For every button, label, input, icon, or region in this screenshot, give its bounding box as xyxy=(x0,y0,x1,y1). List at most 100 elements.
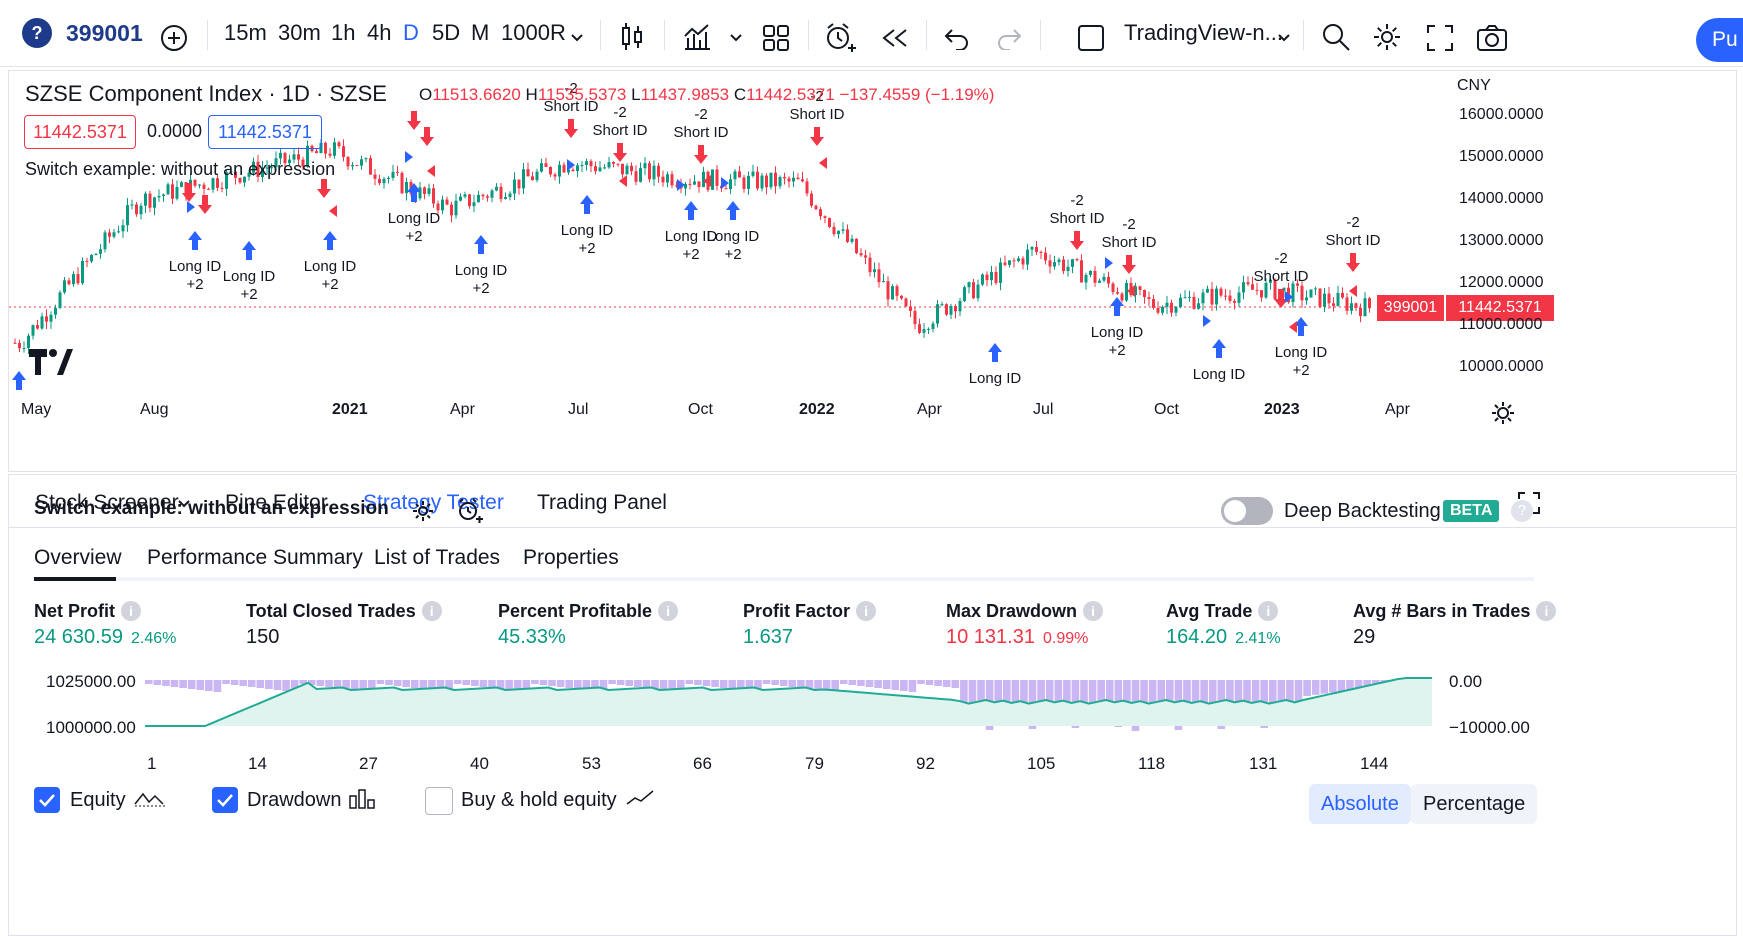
candle xyxy=(1111,281,1115,295)
chevron-down-icon[interactable] xyxy=(569,30,585,46)
interval-4h[interactable]: 4h xyxy=(367,20,392,45)
help-icon[interactable]: ? xyxy=(1511,500,1533,522)
metric-value: 1.637 xyxy=(743,626,794,648)
tab-stock-screener[interactable]: Stock Screener xyxy=(35,491,179,514)
interval-1000r[interactable]: 1000R xyxy=(501,20,566,45)
candle xyxy=(994,266,998,286)
drawdown-bar xyxy=(393,680,402,686)
equity-checkbox[interactable] xyxy=(34,787,60,813)
candle xyxy=(130,199,134,210)
subtab-properties[interactable]: Properties xyxy=(523,546,619,569)
info-icon[interactable]: i xyxy=(121,601,141,621)
strategy-settings-gear-icon[interactable] xyxy=(412,500,434,522)
subtab-overview[interactable]: Overview xyxy=(34,546,122,569)
buy-hold-checkbox[interactable] xyxy=(425,787,453,815)
alert-clock-icon[interactable] xyxy=(824,22,856,54)
drawdown-bar xyxy=(1234,680,1243,711)
subtab-performance-summary[interactable]: Performance Summary xyxy=(147,546,363,569)
search-icon[interactable] xyxy=(1321,22,1351,52)
info-icon[interactable]: i xyxy=(658,601,679,621)
candle xyxy=(1008,260,1011,268)
layouts-grid-icon[interactable] xyxy=(762,24,790,52)
symbol-search[interactable]: ? 399001 xyxy=(22,18,143,48)
candle xyxy=(216,174,219,192)
add-alert-icon[interactable] xyxy=(457,498,483,524)
info-icon[interactable]: i xyxy=(856,601,877,621)
drawdown-bar xyxy=(694,680,702,685)
undo-icon[interactable] xyxy=(944,26,970,50)
candle xyxy=(1147,291,1151,306)
indicators-icon[interactable] xyxy=(682,22,712,52)
long-entry-signal xyxy=(684,201,698,220)
candle xyxy=(1183,290,1187,299)
candle xyxy=(27,333,30,354)
candle xyxy=(616,163,620,167)
candle xyxy=(234,170,237,185)
tab-pine-editor[interactable]: Pine Editor xyxy=(225,491,328,514)
price-chart-pane[interactable]: Long ID +2 Long ID +2 Long ID +2 Long ID +2 Long… xyxy=(8,70,1737,472)
candle xyxy=(306,140,309,168)
candle xyxy=(1030,246,1034,257)
tab-trading-panel[interactable]: Trading Panel xyxy=(537,491,667,514)
compare-plus-icon[interactable] xyxy=(160,24,188,52)
layout-square-icon[interactable] xyxy=(1077,24,1105,52)
chart-settings-icon[interactable] xyxy=(1491,401,1515,425)
candle xyxy=(1179,293,1182,309)
currency-selector[interactable]: CNY xyxy=(1457,77,1491,94)
candle xyxy=(1314,286,1317,296)
drawdown-checkbox[interactable] xyxy=(212,787,238,813)
info-icon[interactable]: i xyxy=(1536,601,1557,621)
absolute-button[interactable]: Absolute xyxy=(1309,784,1411,824)
interval-m[interactable]: M xyxy=(471,20,490,45)
interval-d[interactable]: D xyxy=(403,20,419,45)
info-icon[interactable]: i xyxy=(1083,601,1104,621)
equity-chart[interactable] xyxy=(0,660,1743,780)
drawdown-bar xyxy=(402,680,410,687)
interval-30m[interactable]: 30m xyxy=(278,20,321,45)
redo-icon[interactable] xyxy=(996,26,1022,50)
gear-icon[interactable] xyxy=(1372,22,1402,52)
sell-price-box[interactable]: 11442.5371 xyxy=(24,115,136,149)
deep-backtesting-toggle[interactable] xyxy=(1221,497,1273,525)
candle xyxy=(508,191,512,201)
candle xyxy=(517,179,521,195)
drawdown-bar xyxy=(908,680,917,692)
subtab-list-of-trades[interactable]: List of Trades xyxy=(374,546,501,569)
exit-marker xyxy=(1127,285,1135,297)
chevron-down-icon[interactable] xyxy=(177,497,191,511)
candle xyxy=(895,284,899,301)
candle xyxy=(1098,278,1101,284)
replay-icon[interactable] xyxy=(880,26,908,50)
candle xyxy=(1269,277,1272,290)
interval-5d[interactable]: 5D xyxy=(432,20,461,45)
candle xyxy=(328,148,332,159)
buy-price-box[interactable]: 11442.5371 xyxy=(208,115,322,149)
chevron-down-icon[interactable] xyxy=(1276,30,1292,46)
candle xyxy=(198,184,201,189)
fullscreen-icon[interactable] xyxy=(1426,24,1454,52)
drawdown-bar xyxy=(505,680,513,690)
candle xyxy=(175,180,179,201)
interval-15m[interactable]: 15m xyxy=(224,20,267,45)
percentage-button[interactable]: Percentage xyxy=(1411,784,1538,824)
drawdown-bar xyxy=(1003,680,1011,712)
drawdown-bar xyxy=(762,680,771,684)
chevron-down-icon[interactable] xyxy=(728,30,744,46)
candle xyxy=(112,228,116,239)
long-entry-signal xyxy=(407,183,421,202)
info-icon[interactable]: i xyxy=(1258,601,1279,621)
candle xyxy=(360,155,363,170)
layout-name[interactable]: TradingView-n... xyxy=(1124,20,1283,45)
info-icon[interactable]: i xyxy=(421,601,442,621)
interval-1h[interactable]: 1h xyxy=(331,20,356,45)
maximize-icon[interactable] xyxy=(1517,491,1541,515)
candles-icon[interactable] xyxy=(618,22,646,52)
candle xyxy=(738,166,741,178)
strategy-legend[interactable]: Switch example: without an expression xyxy=(25,159,336,179)
camera-icon[interactable] xyxy=(1476,24,1508,52)
drawdown-bar xyxy=(848,680,857,685)
short-id-label: Short ID xyxy=(1325,232,1380,249)
publish-button[interactable]: Pu xyxy=(1696,18,1743,62)
drawdown-bar xyxy=(256,680,265,688)
